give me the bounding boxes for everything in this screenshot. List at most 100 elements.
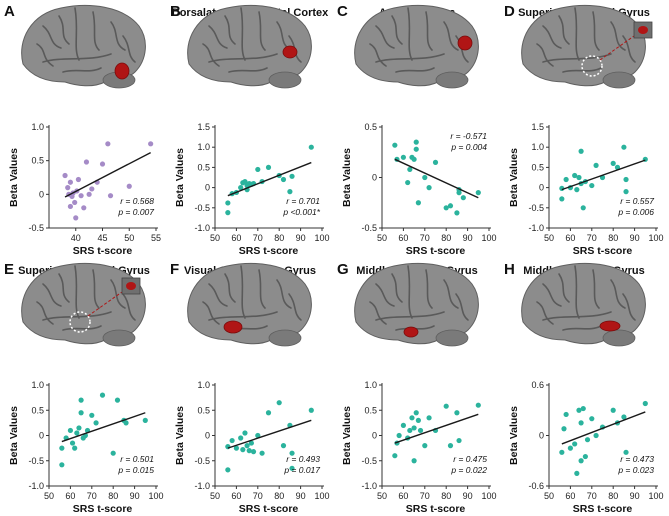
data-point <box>238 435 244 441</box>
roi-highlight <box>126 282 136 290</box>
data-point <box>578 458 584 464</box>
brain-sulcus <box>443 21 459 51</box>
p-value-label: p = 0.007 <box>117 207 154 217</box>
regression-line <box>561 159 646 191</box>
brain-sulcus <box>369 43 387 67</box>
x-tick-label: 100 <box>314 491 329 501</box>
y-tick-label: -0.5 <box>28 223 44 233</box>
data-point <box>572 172 578 179</box>
x-tick-label: 80 <box>441 491 451 501</box>
y-axis-label: Beta Values <box>341 148 353 207</box>
data-point <box>250 449 257 455</box>
data-point <box>69 193 75 199</box>
y-tick-label: 0.5 <box>531 162 544 172</box>
data-point <box>308 407 314 413</box>
brain-sulcus <box>455 293 469 321</box>
brain-sulcus <box>610 279 626 309</box>
panel-letter: F <box>170 261 179 278</box>
y-tick-label: 1.0 <box>364 380 377 390</box>
brain-sulcus <box>375 311 445 321</box>
data-point <box>413 410 419 416</box>
x-tick-label: 60 <box>565 233 575 243</box>
data-point <box>559 449 565 455</box>
x-tick-label: 50 <box>124 233 134 243</box>
data-point <box>78 410 84 416</box>
brain-sulcus <box>622 293 636 321</box>
data-point <box>623 189 629 195</box>
data-point <box>225 200 231 206</box>
roi-circle <box>581 55 603 77</box>
brain-sulcus <box>202 43 220 67</box>
data-point <box>582 453 588 460</box>
brain-sulcus <box>36 43 54 67</box>
data-point <box>107 193 114 199</box>
data-point <box>73 215 79 221</box>
data-point <box>233 445 239 451</box>
data-point <box>589 182 595 189</box>
brain-sulcus <box>202 301 220 325</box>
x-tick-label: 70 <box>587 233 597 243</box>
data-point <box>287 189 293 195</box>
data-point <box>289 173 295 179</box>
regression-line <box>394 413 479 444</box>
x-tick-label: 70 <box>420 233 430 243</box>
data-point <box>422 443 428 449</box>
brain-sulcus <box>74 265 80 319</box>
data-point <box>447 443 454 449</box>
brain-sulcus <box>558 15 570 45</box>
roi-highlight <box>403 326 419 338</box>
brain-sulcus <box>288 293 302 321</box>
data-point <box>593 432 599 439</box>
y-tick-label: -0.5 <box>528 203 544 213</box>
x-tick-label: 90 <box>296 233 306 243</box>
data-point <box>238 185 244 191</box>
p-value-label: p = 0.015 <box>117 465 154 475</box>
data-point <box>265 410 272 416</box>
r-value-label: r = 0.501 <box>120 454 154 464</box>
brain-cerebellum <box>602 71 636 89</box>
y-tick-label: 0.5 <box>364 122 377 132</box>
data-point <box>265 164 272 170</box>
r-value-label: r = 0.473 <box>620 454 654 464</box>
x-tick-label: 40 <box>71 233 81 243</box>
data-point <box>396 432 402 439</box>
data-point <box>225 444 231 450</box>
brain-sulcus <box>407 265 413 319</box>
data-point <box>443 403 449 409</box>
brain-sulcus <box>58 273 70 303</box>
panel-letter: C <box>337 3 348 20</box>
data-point <box>475 402 481 408</box>
x-axis-label: SRS t-score <box>406 245 466 257</box>
data-point <box>259 450 265 456</box>
brain-sulcus <box>443 279 459 309</box>
brain-sulcus <box>62 325 102 331</box>
brain-sulcus <box>240 265 246 319</box>
data-point <box>74 430 80 436</box>
x-tick-label: 60 <box>565 491 575 501</box>
data-point <box>89 412 95 418</box>
x-tick-label: 50 <box>377 233 387 243</box>
brain-sulcus <box>395 67 435 73</box>
roi-leader-line <box>87 291 123 317</box>
brain-sulcus <box>455 35 469 63</box>
regression-line <box>394 158 479 199</box>
brain-sulcus <box>542 311 612 321</box>
y-tick-label: -0.6 <box>528 481 544 491</box>
panel-letter: E <box>4 261 14 278</box>
brain-sulcus <box>536 301 554 325</box>
x-tick-label: 70 <box>253 491 263 501</box>
y-tick-label: 0 <box>372 173 377 183</box>
brain-sulcus <box>208 25 228 49</box>
brain-sulcus <box>425 11 433 51</box>
data-point <box>242 430 248 436</box>
data-point <box>415 417 421 423</box>
brain-sulcus <box>228 67 268 73</box>
x-tick-label: 50 <box>210 491 220 501</box>
brain-sulcus <box>58 15 70 45</box>
brain-sulcus <box>425 269 433 309</box>
y-tick-label: -1.0 <box>528 223 544 233</box>
x-tick-label: 100 <box>148 491 163 501</box>
